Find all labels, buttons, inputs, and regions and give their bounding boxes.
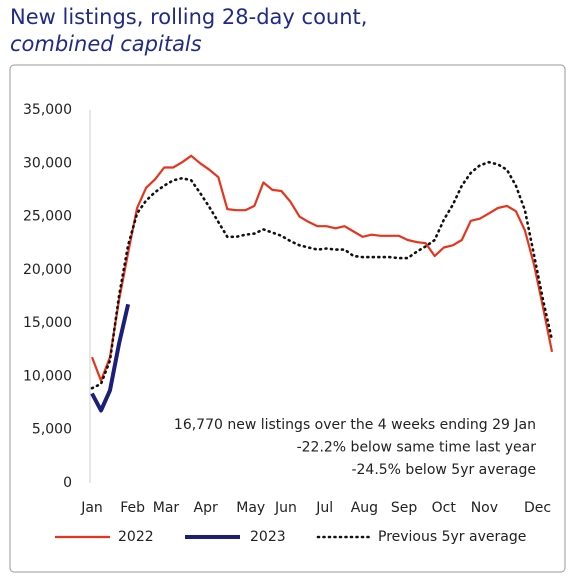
annotation: 16,770 new listings over the 4 weeks end… <box>174 417 536 433</box>
annotation: -22.2% below same time last year <box>297 440 537 456</box>
series-line <box>90 303 131 413</box>
x-tick-label: Apr <box>194 500 218 516</box>
y-tick-label: 10,000 <box>23 368 72 384</box>
x-tick-label: Mar <box>153 500 180 516</box>
y-tick-label: 30,000 <box>23 155 72 171</box>
x-tick-label: Dec <box>524 500 551 516</box>
y-tick-label: 0 <box>63 475 72 491</box>
series-line <box>90 160 554 390</box>
series-line <box>90 154 554 382</box>
x-tick-label: Nov <box>471 500 498 516</box>
y-tick-label: 15,000 <box>23 315 72 331</box>
y-tick-label: 35,000 <box>23 102 72 118</box>
x-tick-label: May <box>236 500 265 516</box>
y-tick-label: 5,000 <box>32 422 72 438</box>
chart-title: New listings, rolling 28-day count, <box>10 5 367 29</box>
x-tick-label: Jun <box>274 500 297 516</box>
x-tick-label: Oct <box>432 500 457 516</box>
annotation: -24.5% below 5yr average <box>351 462 536 478</box>
legend-label: Previous 5yr average <box>378 529 526 545</box>
x-tick-label: Jul <box>315 500 333 516</box>
x-tick-label: Jan <box>80 500 103 516</box>
y-tick-label: 25,000 <box>23 209 72 225</box>
legend-label: 2022 <box>118 529 154 545</box>
x-tick-label: Aug <box>351 500 378 516</box>
x-tick-label: Sep <box>391 500 418 516</box>
x-tick-label: Feb <box>120 500 145 516</box>
chart-frame <box>9 64 566 573</box>
y-tick-label: 20,000 <box>23 262 72 278</box>
chart-subtitle: combined capitals <box>10 32 202 56</box>
legend-label: 2023 <box>250 529 286 545</box>
